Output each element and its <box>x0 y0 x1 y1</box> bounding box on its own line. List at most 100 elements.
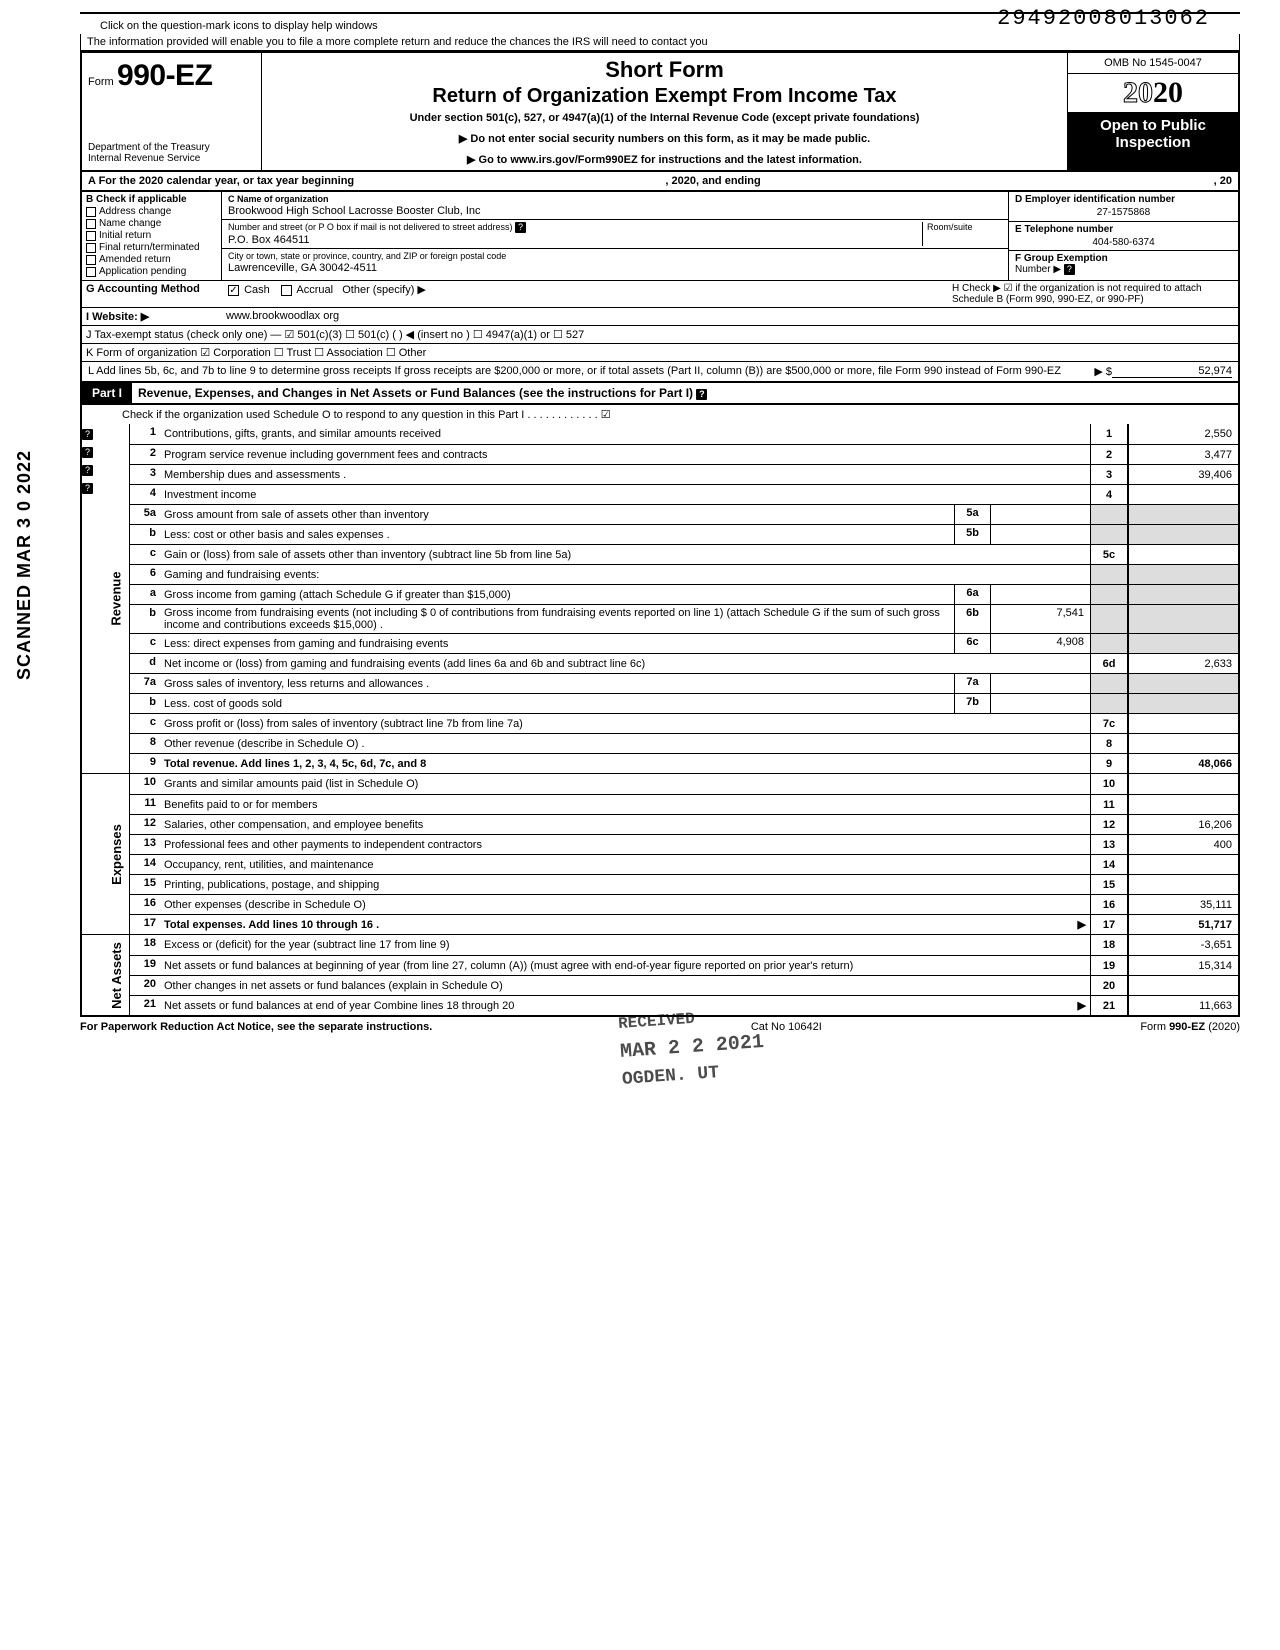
accrual-label: Accrual <box>296 284 333 296</box>
form-line: 7aGross sales of inventory, less returns… <box>130 673 1238 693</box>
form-line: bLess: cost or other basis and sales exp… <box>130 524 1238 544</box>
margin <box>82 774 104 934</box>
shaded-amt <box>1128 565 1238 584</box>
form-line: 9Total revenue. Add lines 1, 2, 3, 4, 5c… <box>130 753 1238 773</box>
revenue-table: ? ? ? ? Revenue 1Contributions, gifts, g… <box>80 424 1240 774</box>
shaded-box <box>1090 694 1128 713</box>
line-amount <box>1128 795 1238 814</box>
line-number: d <box>130 654 160 673</box>
inner-line-box: 6c <box>954 634 990 653</box>
line-box: 13 <box>1090 835 1128 854</box>
group-row: F Group Exemption Number ▶ ? <box>1009 251 1238 280</box>
line-box: 6d <box>1090 654 1128 673</box>
line-box: 4 <box>1090 485 1128 504</box>
form-line: 16Other expenses (describe in Schedule O… <box>130 894 1238 914</box>
line-description: Total expenses. Add lines 10 through 16 … <box>160 915 1090 934</box>
row-a-left: A For the 2020 calendar year, or tax yea… <box>88 175 354 187</box>
inner-line-amount: 7,541 <box>990 605 1090 633</box>
check-pending[interactable]: Application pending <box>86 266 217 277</box>
line-box: 1 <box>1090 424 1128 444</box>
line-description: Net income or (loss) from gaming and fun… <box>160 654 1090 673</box>
line-number: c <box>130 545 160 564</box>
line-description: Gross income from gaming (attach Schedul… <box>160 585 954 604</box>
line-description: Gross sales of inventory, less returns a… <box>160 674 954 693</box>
line-amount: 35,111 <box>1128 895 1238 914</box>
help-icon[interactable]: ? <box>82 447 93 458</box>
row-l-text: L Add lines 5b, 6c, and 7b to line 9 to … <box>88 365 1072 378</box>
line-description: Less: cost or other basis and sales expe… <box>160 525 954 544</box>
check-label: Address change <box>99 206 171 217</box>
line-description: Membership dues and assessments . <box>160 465 1090 484</box>
dept-line1: Department of the Treasury <box>88 142 255 153</box>
help-icon[interactable]: ? <box>1064 264 1075 275</box>
form-line: 20Other changes in net assets or fund ba… <box>130 975 1238 995</box>
help-icon[interactable]: ? <box>82 429 93 440</box>
line-number: 19 <box>130 956 160 975</box>
line-amount: 48,066 <box>1128 754 1238 773</box>
arrow-ssn: ▶ Do not enter social security numbers o… <box>270 132 1059 145</box>
form-line: 5aGross amount from sale of assets other… <box>130 504 1238 524</box>
line-description: Printing, publications, postage, and shi… <box>160 875 1090 894</box>
line-description: Other revenue (describe in Schedule O) . <box>160 734 1090 753</box>
help-icon[interactable]: ? <box>82 483 93 494</box>
form-line: 12Salaries, other compensation, and empl… <box>130 814 1238 834</box>
year-bold: 20 <box>1153 76 1183 109</box>
line-amount <box>1128 714 1238 733</box>
tax-year: 2020 <box>1068 74 1238 113</box>
revenue-side-label: Revenue <box>104 424 130 773</box>
row-h-cont <box>948 308 1238 325</box>
check-name[interactable]: Name change <box>86 218 217 229</box>
shaded-amt <box>1128 605 1238 633</box>
line-number: b <box>130 694 160 713</box>
shaded-box <box>1090 674 1128 693</box>
row-a-right: , 20 <box>1072 175 1232 187</box>
line-amount: 2,550 <box>1128 424 1238 444</box>
form-line: 21Net assets or fund balances at end of … <box>130 995 1238 1015</box>
form-line: 8Other revenue (describe in Schedule O) … <box>130 733 1238 753</box>
check-initial[interactable]: Initial return <box>86 230 217 241</box>
form-line: cGain or (loss) from sale of assets othe… <box>130 544 1238 564</box>
line-amount: 11,663 <box>1128 996 1238 1015</box>
line-number: 14 <box>130 855 160 874</box>
line-box: 10 <box>1090 774 1128 794</box>
help-icon[interactable]: ? <box>515 222 526 233</box>
check-address[interactable]: Address change <box>86 206 217 217</box>
row-g-options: ✓ Cash Accrual Other (specify) ▶ <box>222 281 948 307</box>
check-accrual[interactable] <box>281 285 292 296</box>
line-box: 15 <box>1090 875 1128 894</box>
form-line: 2Program service revenue including gover… <box>130 444 1238 464</box>
line-number: b <box>130 605 160 633</box>
line-amount: 51,717 <box>1128 915 1238 934</box>
dln-digits: 29492008013062 <box>997 6 1210 31</box>
line-amount <box>1128 855 1238 874</box>
revenue-lines: 1Contributions, gifts, grants, and simil… <box>130 424 1238 773</box>
shaded-amt <box>1128 634 1238 653</box>
line-amount: -3,651 <box>1128 935 1238 955</box>
check-cash[interactable]: ✓ <box>228 285 239 296</box>
col-def: D Employer identification number 27-1575… <box>1008 192 1238 280</box>
addr-value: P.O. Box 464511 <box>228 234 922 246</box>
form-line: 3Membership dues and assessments .339,40… <box>130 464 1238 484</box>
row-a: A For the 2020 calendar year, or tax yea… <box>80 172 1240 192</box>
shaded-amt <box>1128 525 1238 544</box>
line-description: Grants and similar amounts paid (list in… <box>160 774 1090 794</box>
form-line: 10Grants and similar amounts paid (list … <box>130 774 1238 794</box>
row-l-arrow: ▶ $ <box>1072 365 1112 378</box>
help-icon[interactable]: ? <box>696 389 707 400</box>
line-description: Gross profit or (loss) from sales of inv… <box>160 714 1090 733</box>
line-box: 14 <box>1090 855 1128 874</box>
check-amended[interactable]: Amended return <box>86 254 217 265</box>
help-icon[interactable]: ? <box>82 465 93 476</box>
check-final[interactable]: Final return/terminated <box>86 242 217 253</box>
netassets-side-label: Net Assets <box>104 935 130 1015</box>
other-label: Other (specify) ▶ <box>342 284 426 296</box>
line-box: 2 <box>1090 445 1128 464</box>
form-line: 11Benefits paid to or for members11 <box>130 794 1238 814</box>
line-number: 4 <box>130 485 160 504</box>
row-g-label: G Accounting Method <box>82 281 222 307</box>
line-number: b <box>130 525 160 544</box>
shaded-box <box>1090 634 1128 653</box>
line-box: 12 <box>1090 815 1128 834</box>
page-footer: For Paperwork Reduction Act Notice, see … <box>80 1017 1240 1033</box>
dept-treasury: Department of the Treasury Internal Reve… <box>88 142 255 164</box>
